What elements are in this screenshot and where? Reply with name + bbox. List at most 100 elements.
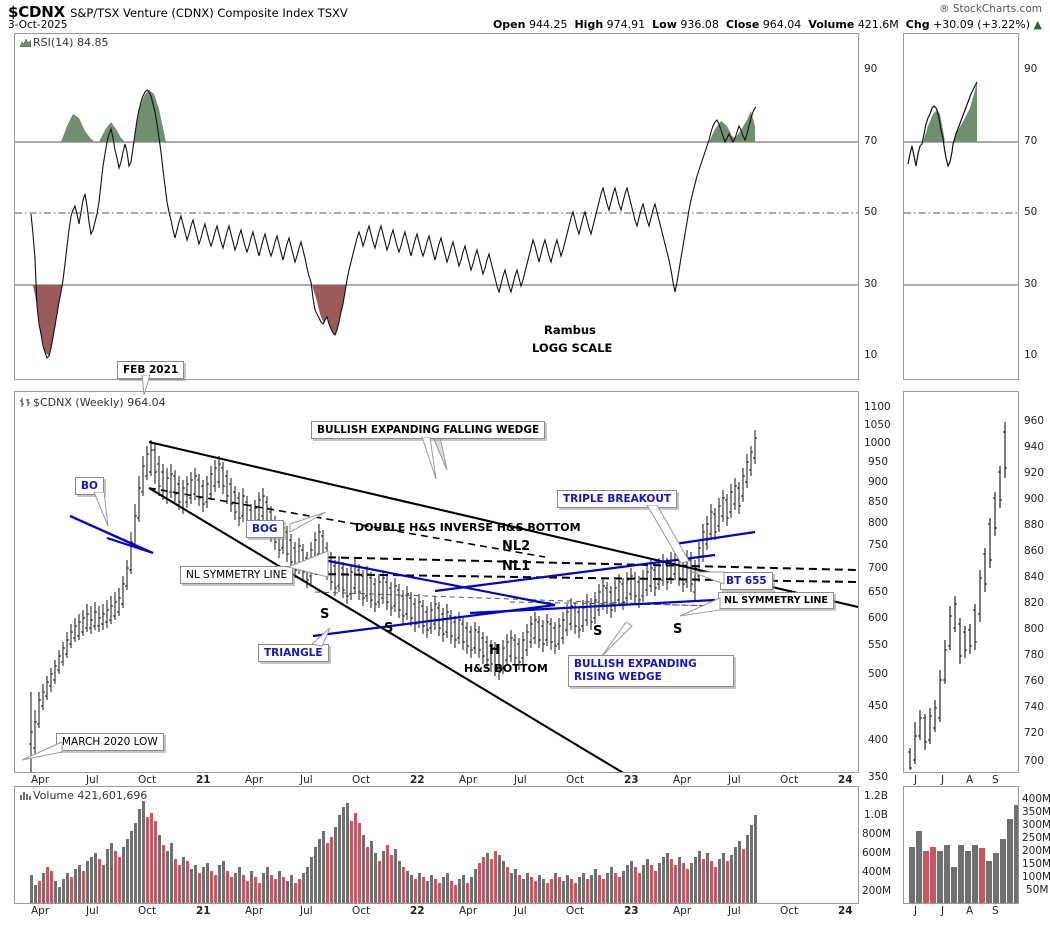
rsi-indicator-icon [20,38,31,47]
mini-price-ytick: 860 [1024,545,1045,557]
mini-volume-bars [909,805,1018,903]
volume-xtick: 22 [410,905,425,917]
rsi-ytick: 50 [864,206,878,218]
annotation-bullish-expanding-falling-wedge: BULLISH EXPANDING FALLING WEDGE [311,421,546,439]
price-ytick: 500 [868,668,889,680]
label-nl2: NL2 [502,539,531,554]
volume-ytick: 1.0B [864,809,888,821]
close-value: 964.04 [762,18,802,31]
annotation-bt-655: BT 655 [720,572,773,590]
rising-wedge-leader [601,622,633,657]
price-xtick: Jul [300,774,313,786]
price-plot [29,430,858,772]
mini-price-ytick: 900 [1024,493,1045,505]
price-xtick: Jul [728,774,741,786]
chg-up-arrow-icon: ▲ [1033,18,1042,31]
volume-xtick: Jul [728,905,741,917]
mini-price-ytick: 800 [1024,623,1045,635]
annotation-nl-symmetry-line-right: NL SYMMETRY LINE [718,592,834,609]
march-2020-low-leader [21,741,63,761]
low-label: Low [652,18,677,31]
volume-ytick: 1.2B [864,790,888,802]
label-hs-bottom: H&S BOTTOM [464,662,548,675]
volume-label: Volume [808,18,855,31]
price-ytick: 750 [868,539,889,551]
feb-2021-leader [141,375,151,396]
price-ytick: 1050 [864,419,891,431]
mini-volume-ytick: 200M [1022,845,1050,857]
price-xtick: 21 [196,774,211,786]
mini-volume-xtick: J [941,905,945,917]
chg-value: +30.09 (+3.22%) [933,18,1031,31]
mini-price-xtick: S [992,774,999,786]
price-ytick: 850 [868,496,889,508]
price-ytick: 1100 [864,401,891,413]
price-ytick: 550 [868,639,889,651]
volume-plot [30,801,757,903]
volume-xtick: Apr [673,905,692,917]
mini-rsi-ytick: 90 [1024,63,1038,75]
price-ytick: 450 [868,700,889,712]
mini-price-ytick: 780 [1024,649,1045,661]
volume-xtick: Apr [459,905,478,917]
quote-bar: Open 944.25 High 974.91 Low 936.08 Close… [493,18,1042,31]
label-shoulder-1: S [320,607,330,622]
open-value: 944.25 [528,18,568,31]
volume-ytick: 800M [862,828,892,840]
nl-symmetry-right-leader [679,597,721,617]
mini-rsi-ytick: 70 [1024,135,1038,147]
volume-bars [30,801,757,903]
mini-price-ytick: 880 [1024,519,1045,531]
price-xtick: Oct [352,774,371,786]
mini-price-ytick: 960 [1024,415,1045,427]
triangle-leader [310,628,331,647]
price-ytick: 800 [868,517,889,529]
symbol-ticker: $CDNX [8,3,66,21]
mini-price-xtick: A [966,774,974,786]
mini-volume-ytick: 50M [1026,884,1049,896]
label-shoulder-3: S [593,624,603,639]
mini-price-ytick: 700 [1024,755,1045,767]
annotation-feb-2021: FEB 2021 [117,361,185,379]
volume-ytick: 400M [862,866,892,878]
annotation-nl-symmetry-line-left: NL SYMMETRY LINE [180,566,294,584]
high-value: 974.91 [606,18,646,31]
price-ytick: 350 [868,771,889,783]
mini-rsi-plot [904,81,1018,286]
price-xtick: 23 [624,774,639,786]
price-xtick: Apr [673,774,692,786]
annotation-bullish-expanding-rising-wedge: BULLISH EXPANDING RISING WEDGE [568,655,734,687]
price-xtick: Jul [86,774,99,786]
price-xtick: Oct [566,774,585,786]
rsi-title-text: RSI(14) 84.85 [33,36,109,49]
price-xtick: 24 [838,774,853,786]
price-xtick: Oct [138,774,157,786]
price-ytick: 650 [868,586,889,598]
rsi-plot [15,89,858,360]
annotation-march-2020-low: MARCH 2020 LOW [56,733,164,751]
annotation-bog: BOG [246,520,284,538]
quote-date: 3-Oct-2025 [8,19,68,31]
mini-volume-xtick: J [914,905,918,917]
annotation-bo: BO [75,477,104,495]
open-label: Open [492,18,526,31]
volume-xtick: Jul [86,905,99,917]
mini-volume-xtick: S [992,905,999,917]
rsi-ytick: 10 [864,349,878,361]
volume-xtick: Oct [780,905,799,917]
bog-leader [289,512,327,533]
mini-price-ytick: 820 [1024,597,1045,609]
mini-volume-ytick: 400M [1022,793,1050,805]
mini-price-ytick: 840 [1024,571,1045,583]
volume-bars-icon [20,792,31,800]
volume-xtick: Apr [245,905,264,917]
symbol-description: S&P/TSX Venture (CDNX) Composite Index T… [70,6,348,20]
label-shoulder-2: S [384,621,394,636]
high-label: High [574,18,604,31]
scale-watermark: LOGG SCALE [532,341,613,355]
mini-rsi-ytick: 10 [1024,349,1038,361]
price-title-text: $CDNX (Weekly) 964.04 [33,396,166,409]
mini-volume-ytick: 350M [1022,806,1050,818]
volume-xtick: Oct [138,905,157,917]
price-ytick: 900 [868,476,889,488]
